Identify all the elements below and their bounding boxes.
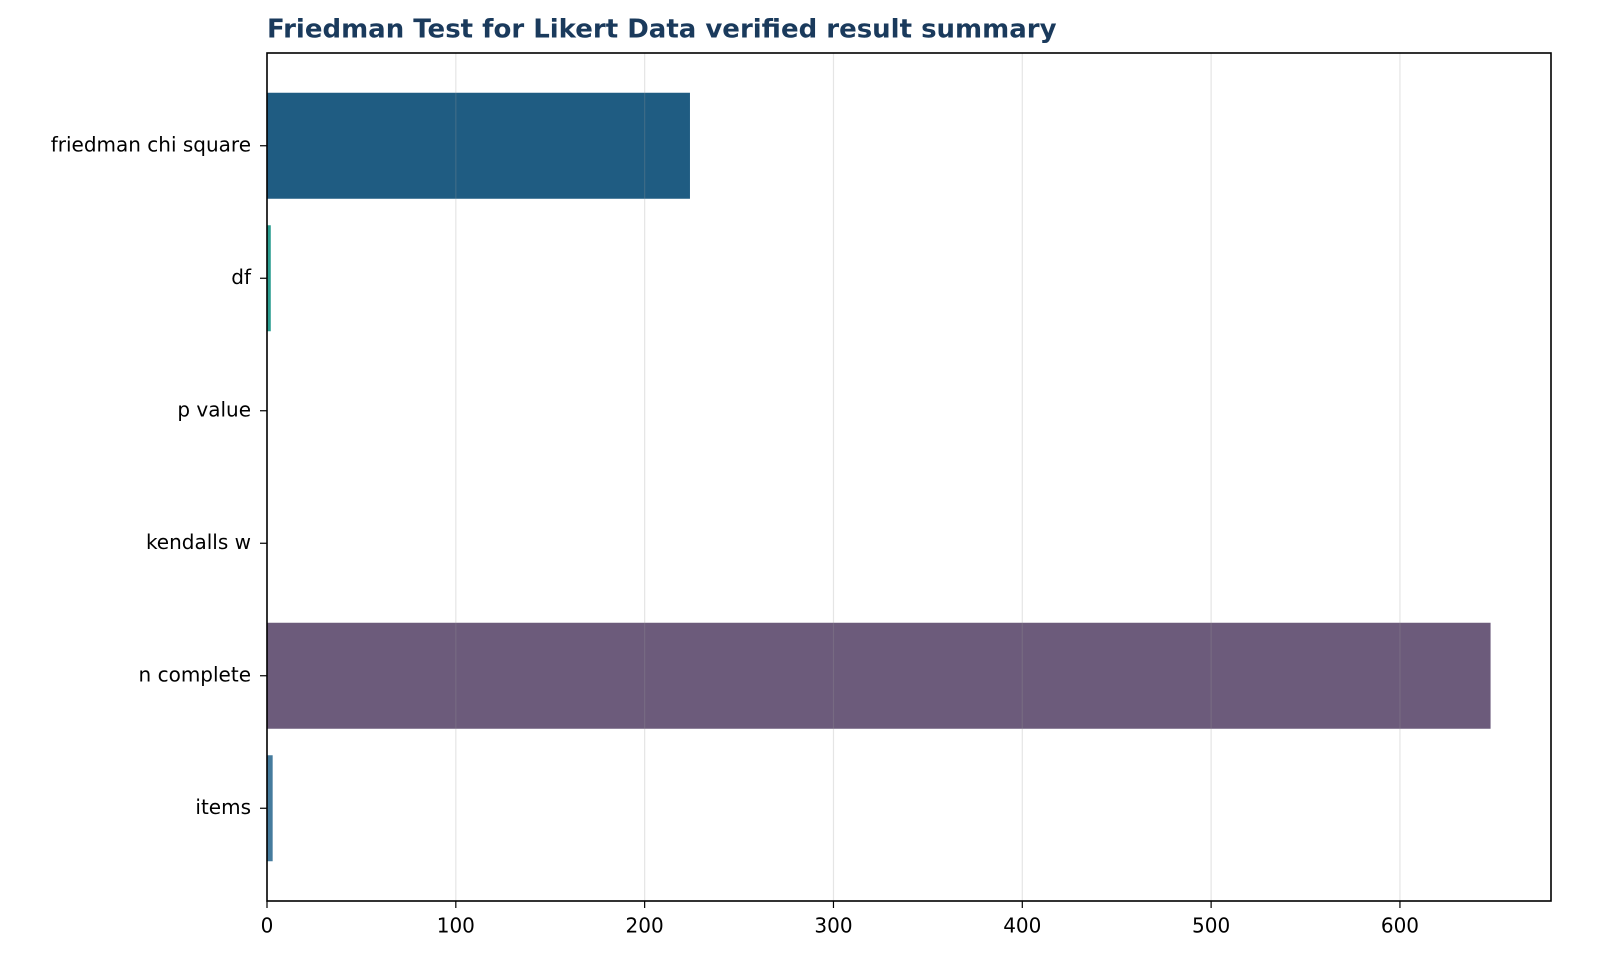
plot-frame <box>266 52 1552 902</box>
x-tick-label: 100 <box>437 914 475 938</box>
y-tick-label: df <box>231 265 252 289</box>
x-tick-label: 500 <box>1192 914 1230 938</box>
y-tick-label: friedman chi square <box>51 132 251 156</box>
bar <box>267 92 690 199</box>
x-tick-label: 400 <box>1003 914 1041 938</box>
bar <box>267 225 271 332</box>
y-tick-label: n complete <box>139 662 251 686</box>
x-tick-label: 300 <box>814 914 852 938</box>
y-tick-label: p value <box>177 397 251 421</box>
bar <box>267 622 1491 729</box>
x-tick-label: 200 <box>626 914 664 938</box>
x-tick-label: 0 <box>261 914 274 938</box>
bar <box>267 755 273 862</box>
y-tick-label: kendalls w <box>146 530 251 554</box>
y-tick-label: items <box>195 795 251 819</box>
x-tick-label: 600 <box>1381 914 1419 938</box>
chart-title: Friedman Test for Likert Data verified r… <box>267 15 1057 45</box>
